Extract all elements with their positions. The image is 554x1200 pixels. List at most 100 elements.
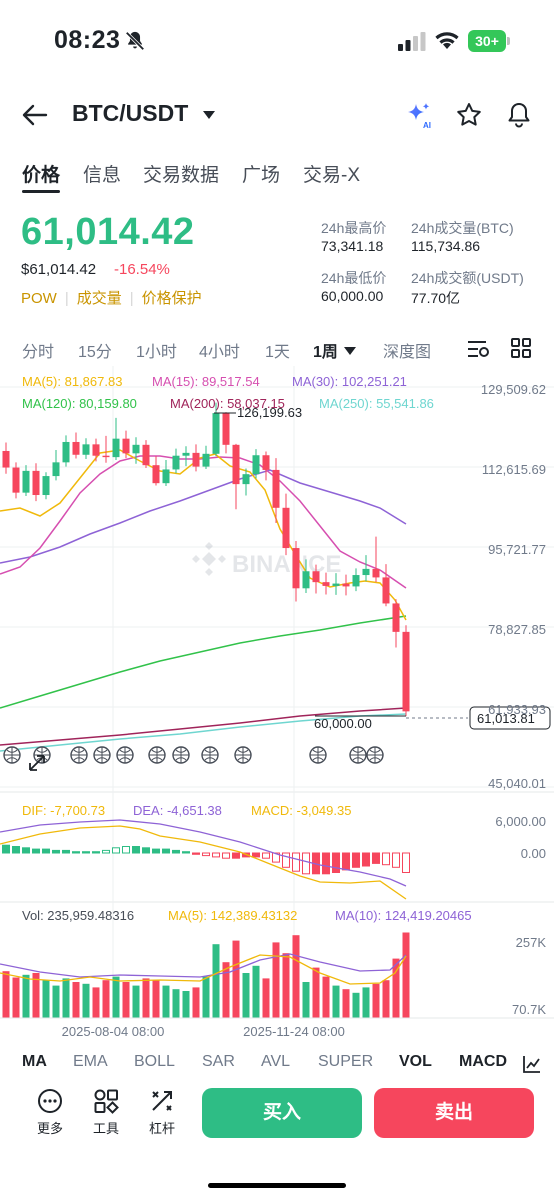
vol-btc-label: 24h成交量(BTC) [411,220,514,236]
macd-bar [392,852,400,868]
volume-bar [172,989,180,1018]
macd-y-tick: 0.00 [521,846,546,861]
tf-4h[interactable]: 4小时 [199,344,240,361]
tab-info[interactable]: 信息 [83,165,122,186]
candle-body [272,469,280,508]
low-label: 24h最低价 [321,270,387,286]
macd-bar [152,848,160,854]
volume-bar [142,978,150,1018]
y-tick: 112,615.69 [482,462,546,477]
macd-dea-line [0,819,407,887]
vol-ma10-line [0,953,407,978]
macd-bar [342,852,350,871]
tf-line[interactable]: 分时 [22,344,55,361]
ind-vol[interactable]: VOL [399,1053,432,1070]
last-price: 61,014.42 [21,211,195,253]
news-globe-icon [116,746,134,764]
candle-body [322,582,330,586]
tag-pow[interactable]: POW [21,290,57,307]
macd-bar [62,849,70,854]
candle-body [182,452,190,456]
volume-bar [362,987,370,1018]
x-tick: 2025-11-24 08:00 [243,1024,345,1039]
news-globe-icon [148,746,166,764]
timeframe-bar: 分时 15分 1小时 4小时 1天 1周 深度图 [0,335,554,365]
bell-icon[interactable] [505,101,533,129]
macd-bar [92,851,100,854]
news-markers [3,746,384,771]
tf-1d[interactable]: 1天 [265,344,290,361]
tf-1w[interactable]: 1周 [313,344,338,361]
candle-body [132,444,140,454]
candle-body [42,476,50,496]
sell-button[interactable]: 卖出 [374,1088,534,1138]
volume-bar [392,958,400,1018]
candle-body [292,548,300,589]
tab-trade-x[interactable]: 交易-X [303,165,361,186]
binance-watermark: BINANCE [192,542,341,578]
macd-bar [42,848,50,854]
ind-ema[interactable]: EMA [73,1053,108,1070]
leverage-icon [152,1091,172,1111]
pair-title[interactable]: BTC/USDT [72,100,189,126]
ma15-legend: MA(15): 89,517.54 [152,374,260,389]
candle-body [152,465,160,484]
buy-button[interactable]: 买入 [202,1088,362,1138]
tf-15m[interactable]: 15分 [78,344,112,361]
ind-super[interactable]: SUPER [318,1053,374,1070]
caret-down-icon[interactable] [202,108,216,122]
watermark-text: BINANCE [232,551,341,578]
candle-body [402,631,410,712]
ind-macd[interactable]: MACD [459,1053,507,1070]
chart-settings-icon[interactable] [466,338,490,360]
vol-ma5-line [0,954,407,985]
candles [2,402,410,717]
star-icon[interactable] [455,101,483,129]
tag-volume[interactable]: 成交量 [76,290,122,307]
candle-body [362,568,370,576]
x-tick: 2025-08-04 08:00 [62,1024,165,1039]
chart-area[interactable]: BINANCE 126,199.63 60,000.00 61,013.81 [0,366,554,1046]
ma30-line [0,469,407,564]
home-indicator [208,1183,346,1188]
back-arrow-icon[interactable] [22,102,48,128]
svg-text:AI: AI [423,121,431,130]
volume-bar [162,985,170,1018]
ai-sparkle-icon[interactable]: AI [404,101,434,131]
macd-bar [232,852,240,859]
macd-bar [322,852,330,875]
candle-body [92,444,100,456]
caret-down-icon[interactable] [344,346,356,356]
tools-button[interactable]: 工具 [81,1088,131,1137]
tf-depth[interactable]: 深度图 [383,344,432,361]
macd-bar [2,844,10,854]
tab-trading-data[interactable]: 交易数据 [143,165,220,186]
tf-1h[interactable]: 1小时 [136,344,177,361]
y-tick: 61,933.93 [488,702,546,717]
ind-avl[interactable]: AVL [261,1053,291,1070]
tag-price-protect[interactable]: 价格保护 [141,290,202,307]
news-globe-icon [93,746,111,764]
news-globe-icon [201,746,219,764]
leverage-button[interactable]: 杠杆 [137,1088,187,1137]
candle-body [112,438,120,458]
candle-body [2,450,10,468]
ind-ma[interactable]: MA [22,1053,47,1070]
tab-price[interactable]: 价格 [22,165,61,186]
indicator-settings-icon[interactable] [522,1054,542,1074]
tools-icon [94,1089,119,1114]
more-button[interactable]: 更多 [25,1088,75,1137]
candle-body [372,568,380,578]
grid-layout-icon[interactable] [510,337,532,359]
candle-body [32,470,40,496]
ind-sar[interactable]: SAR [202,1053,235,1070]
news-globe-icon [172,746,190,764]
tab-square[interactable]: 广场 [242,165,281,186]
gridlines [0,366,554,1018]
macd-y-tick: 6,000.00 [495,814,546,829]
more-icon [38,1089,62,1113]
ind-boll[interactable]: BOLL [134,1053,175,1070]
kline-chart[interactable]: BINANCE 126,199.63 60,000.00 61,013.81 [0,366,554,1046]
candle-body [172,455,180,470]
status-bar: 08:23 30+ [0,0,554,86]
